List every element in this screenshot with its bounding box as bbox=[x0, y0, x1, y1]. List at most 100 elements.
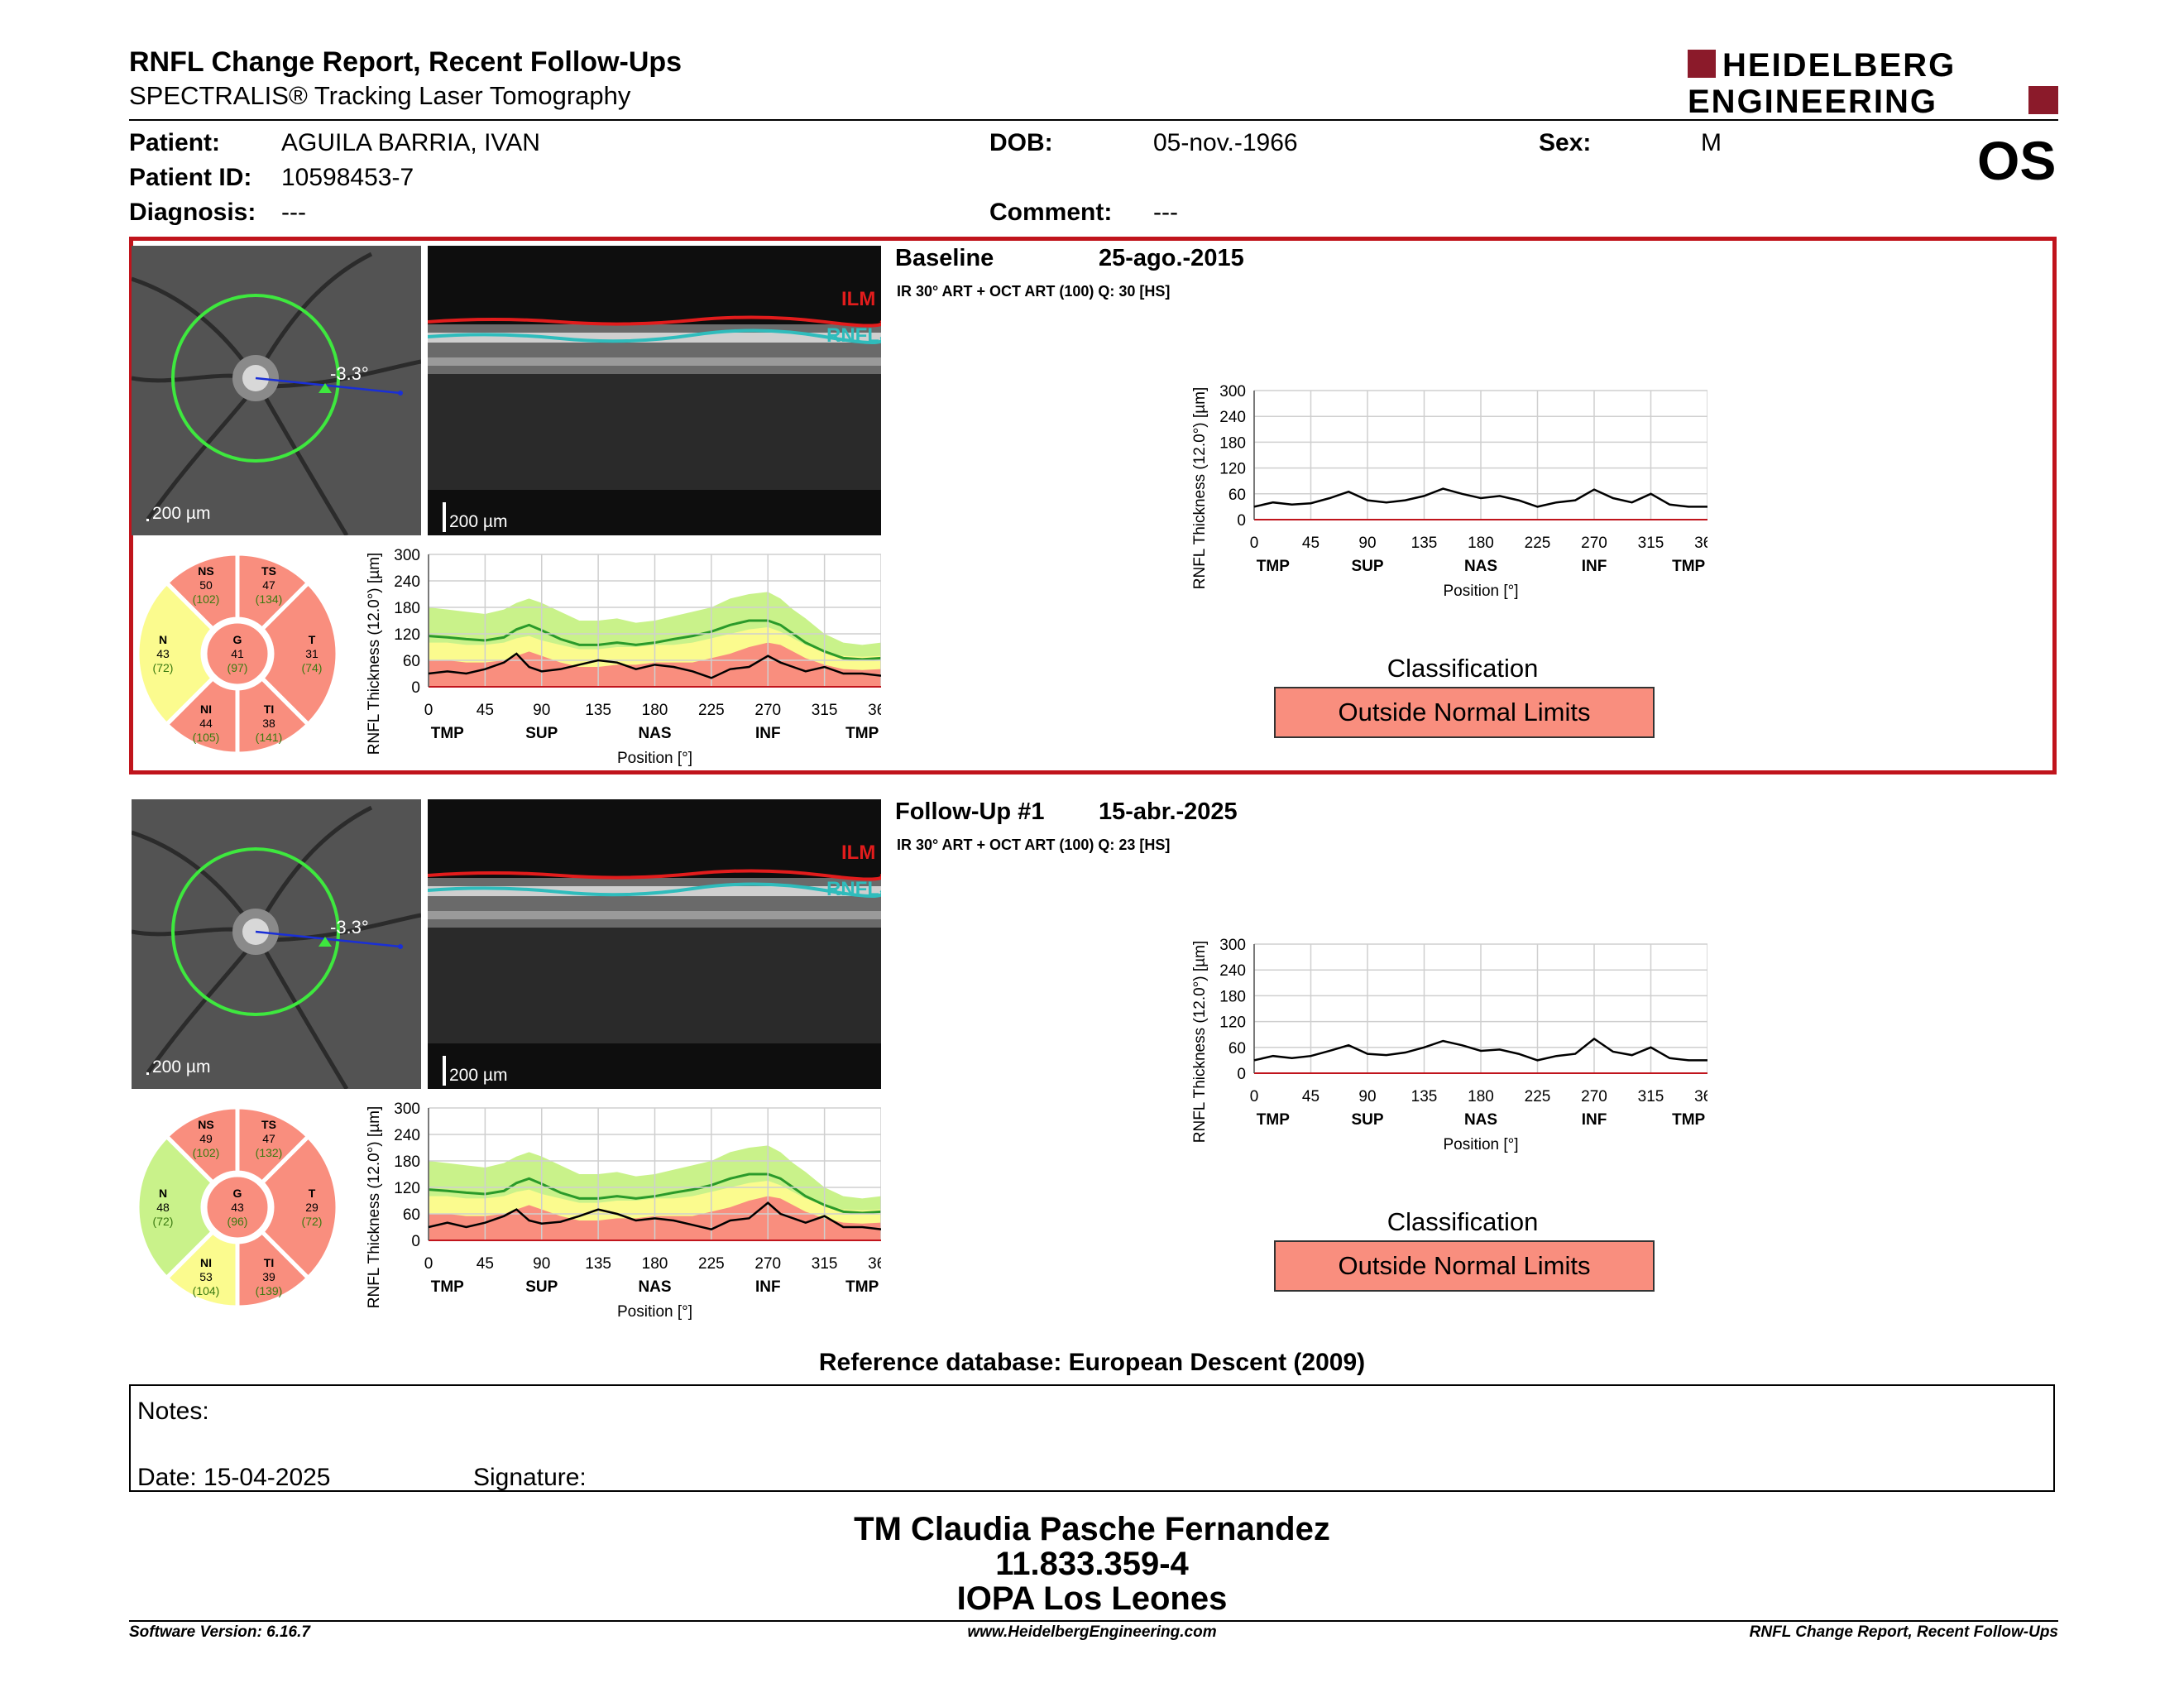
software-version: Software Version: 6.16.7 bbox=[129, 1623, 310, 1641]
sector-t-ref: (72) bbox=[302, 1215, 323, 1228]
baseline-panel: -3.3° 200 µm ILM RNFL 200 µm NS 50 (102) TS 47 (13… bbox=[129, 237, 2057, 774]
scan-direction-line bbox=[255, 930, 401, 948]
logo-line2: ENGINEERING bbox=[1688, 84, 1937, 116]
x-region-label: INF bbox=[755, 725, 781, 742]
sector-ti-value: 38 bbox=[262, 717, 275, 730]
y-tick-label: 120 bbox=[1219, 461, 1246, 478]
x-tick-label: 0 bbox=[424, 702, 433, 719]
x-region-label: SUP bbox=[1351, 558, 1383, 575]
x-region-label: TMP bbox=[1257, 1111, 1290, 1129]
signer-name: TM Claudia Pasche Fernandez bbox=[854, 1511, 1330, 1547]
x-tick-label: 0 bbox=[424, 1255, 433, 1273]
fundus-image: -3.3° 200 µm bbox=[132, 246, 421, 535]
x-tick-label: 270 bbox=[754, 702, 781, 719]
sector-ns-name: NS bbox=[198, 1118, 213, 1131]
sector-g-value: 41 bbox=[231, 647, 244, 660]
x-region-label: SUP bbox=[1351, 1111, 1383, 1129]
scan-direction-line bbox=[255, 376, 401, 395]
comment-label: Comment: bbox=[989, 199, 1113, 226]
x-tick-label: 90 bbox=[1358, 1088, 1376, 1105]
sector-g bbox=[203, 1172, 272, 1242]
sector-ts-ref: (132) bbox=[256, 1146, 283, 1159]
x-region-label: TMP bbox=[1672, 558, 1705, 575]
sector-ti-name: TI bbox=[264, 703, 274, 716]
x-tick-label: 45 bbox=[1302, 535, 1320, 552]
y-tick-label: 60 bbox=[1228, 487, 1246, 504]
diagnosis-label: Diagnosis: bbox=[129, 199, 256, 226]
sector-t-value: 31 bbox=[305, 647, 318, 660]
sector-ns-value: 49 bbox=[199, 1132, 213, 1145]
x-tick-label: 225 bbox=[698, 1255, 725, 1273]
ilm-label: ILM bbox=[841, 842, 875, 864]
y-tick-label: 60 bbox=[403, 653, 420, 670]
x-axis-title: Position [°] bbox=[617, 750, 692, 767]
sector-ni-ref: (105) bbox=[193, 731, 220, 744]
y-tick-label: 240 bbox=[1219, 409, 1246, 426]
x-tick-label: 90 bbox=[533, 702, 550, 719]
sector-g-value: 43 bbox=[231, 1201, 244, 1214]
x-tick-label: 315 bbox=[1638, 535, 1664, 552]
x-tick-label: 180 bbox=[1468, 535, 1494, 552]
ilm-label: ILM bbox=[841, 288, 875, 310]
y-axis-title: RNFL Thickness (12.0°) [µm] bbox=[366, 553, 383, 755]
x-axis-title: Position [°] bbox=[1443, 583, 1518, 600]
x-region-label: INF bbox=[1582, 1111, 1607, 1129]
sector-n-name: N bbox=[159, 633, 167, 646]
y-axis-title: RNFL Thickness (12.0°) [µm] bbox=[366, 1106, 383, 1309]
x-region-label: NAS bbox=[1464, 1111, 1497, 1129]
sector-ni-ref: (104) bbox=[193, 1284, 220, 1297]
rnfl-thickness-line bbox=[1253, 487, 1707, 508]
sector-ni-value: 44 bbox=[199, 717, 213, 730]
x-tick-label: 225 bbox=[698, 702, 725, 719]
baseline-tsnit-chart: 300 240 180 120 60 00 45 90 135 180 225 270 315 360 TM… bbox=[366, 547, 881, 767]
y-tick-label: 120 bbox=[394, 626, 420, 644]
y-tick-label: 300 bbox=[1219, 937, 1246, 954]
fundus-image: -3.3° 200 µm bbox=[132, 799, 421, 1089]
patient-id: 10598453-7 bbox=[281, 164, 414, 191]
y-tick-label: 0 bbox=[1237, 512, 1246, 530]
x-tick-label: 270 bbox=[1581, 1088, 1607, 1105]
website-link[interactable]: www.HeidelbergEngineering.com bbox=[967, 1623, 1217, 1641]
sector-ti bbox=[235, 675, 312, 756]
logo-line1: HEIDELBERG bbox=[1722, 48, 1956, 84]
x-region-label: TMP bbox=[1672, 1111, 1705, 1129]
sector-t-name: T bbox=[309, 633, 316, 646]
sector-ts-name: TS bbox=[261, 1118, 276, 1131]
sector-ns-value: 50 bbox=[199, 578, 213, 592]
y-tick-label: 180 bbox=[394, 600, 420, 617]
y-axis-title: RNFL Thickness (12.0°) [µm] bbox=[1191, 941, 1209, 1144]
x-tick-label: 315 bbox=[812, 1255, 838, 1273]
x-region-label: INF bbox=[1582, 558, 1607, 575]
sex-value: M bbox=[1701, 129, 1722, 156]
x-tick-label: 225 bbox=[1525, 535, 1551, 552]
sector-g-name: G bbox=[233, 1187, 242, 1200]
y-tick-label: 120 bbox=[394, 1180, 420, 1197]
sector-n-value: 48 bbox=[156, 1201, 170, 1214]
bscan-scale-label: 200 µm bbox=[449, 512, 507, 531]
footer-report-name: RNFL Change Report, Recent Follow-Ups bbox=[1749, 1623, 2058, 1641]
rnfl-boundary bbox=[428, 882, 881, 898]
sector-ti-ref: (139) bbox=[256, 1284, 283, 1297]
y-tick-label: 180 bbox=[394, 1153, 420, 1171]
x-region-label: TMP bbox=[845, 725, 879, 742]
sector-ti-ref: (141) bbox=[256, 731, 283, 744]
followup-classification-title: Classification bbox=[1387, 1207, 1539, 1236]
followup-tsnit-chart: 300 240 180 120 60 00 45 90 135 180 225 270 315 360 TM… bbox=[366, 1101, 881, 1321]
scan-angle: -3.3° bbox=[330, 363, 369, 384]
signature-label: Signature: bbox=[473, 1464, 587, 1491]
x-tick-label: 180 bbox=[642, 702, 668, 719]
rnfl-label: RNFL bbox=[826, 878, 879, 900]
followup-label: Follow-Up #1 bbox=[895, 798, 1045, 825]
baseline-thickness-chart: 300 240 180 120 60 00 45 90 135 180 225 270 315 360 TM… bbox=[1191, 383, 1707, 600]
y-tick-label: 300 bbox=[394, 1101, 420, 1118]
x-tick-label: 45 bbox=[1302, 1088, 1320, 1105]
scan-circle bbox=[171, 294, 340, 463]
sex-label: Sex: bbox=[1539, 129, 1592, 156]
x-region-label: NAS bbox=[638, 725, 671, 742]
oct-bscan: ILM RNFL 200 µm bbox=[428, 246, 881, 535]
ilm-boundary bbox=[428, 869, 881, 881]
followup-sector-chart: NS49(102)TS47(132)N48(72)G43(96)T29(72)N… bbox=[135, 1105, 340, 1310]
notes-label: Notes: bbox=[137, 1398, 209, 1425]
x-tick-label: 360 bbox=[1694, 535, 1707, 552]
